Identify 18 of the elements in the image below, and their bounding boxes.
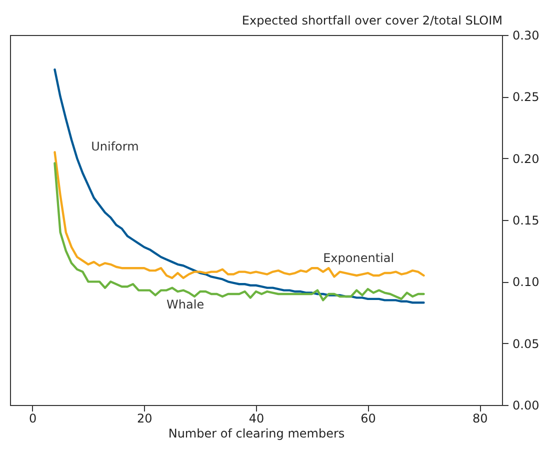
x-tick-label: 0 [29, 412, 37, 426]
x-axis-title: Number of clearing members [168, 426, 345, 440]
y-tick-label: 0.30 [512, 28, 539, 42]
line-series [54, 151, 425, 280]
series-label: Exponential [323, 250, 394, 265]
y-tick-label: 0.15 [512, 214, 539, 228]
series-label: Whale [166, 297, 204, 312]
x-tick-label: 80 [472, 412, 488, 426]
series-label: Uniform [91, 139, 139, 154]
y-tick-label: 0.20 [512, 152, 539, 166]
x-tick-label: 60 [360, 412, 376, 426]
x-tick-label: 20 [137, 412, 152, 426]
y-tick-label: 0.00 [512, 398, 539, 412]
y-tick-label: 0.05 [512, 336, 539, 351]
y-tick-label: 0.25 [512, 90, 539, 104]
x-tick-label: 40 [248, 412, 264, 426]
y-axis-title: Expected shortfall over cover 2/total SLOIM [242, 14, 502, 28]
y-tick-label: 0.10 [512, 275, 539, 290]
